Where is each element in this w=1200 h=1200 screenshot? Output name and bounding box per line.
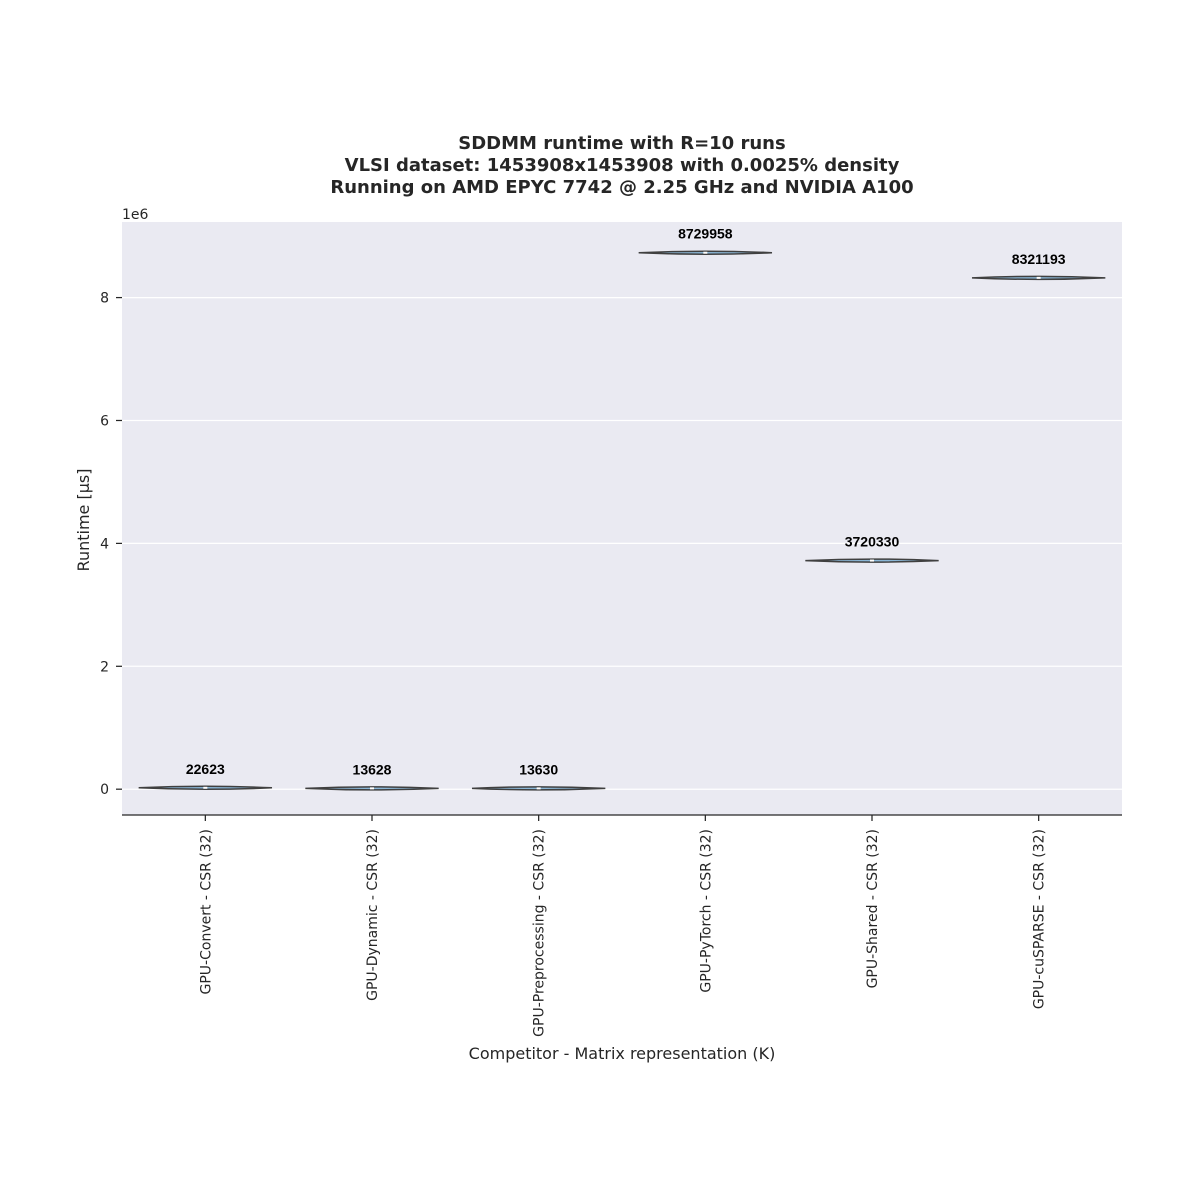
- y-axis-ticks: 0 2 4 6 8: [100, 291, 122, 798]
- y-tick-label: 2: [100, 659, 109, 675]
- violin: [638, 250, 773, 255]
- title-line-3: Running on AMD EPYC 7742 @ 2.25 GHz and …: [330, 177, 913, 198]
- value-label: 8729958: [678, 226, 733, 242]
- plot-area: [122, 222, 1122, 815]
- y-tick-label: 6: [100, 413, 109, 429]
- x-tick-label: GPU-Shared - CSR (32): [865, 829, 881, 988]
- x-tick-label: GPU-Dynamic - CSR (32): [365, 829, 381, 1001]
- violin: [305, 786, 439, 791]
- y-tick-label: 4: [100, 536, 109, 552]
- x-axis-label: Competitor - Matrix representation (K): [469, 1044, 776, 1063]
- value-label: 3720330: [845, 534, 900, 550]
- value-labels: 22623 13628 13630 8729958 3720330 8321193: [186, 226, 1066, 778]
- y-tick-label: 8: [100, 291, 109, 307]
- x-tick-label: GPU-cuSPARSE - CSR (32): [1032, 829, 1048, 1009]
- title-line-2: VLSI dataset: 1453908x1453908 with 0.002…: [345, 155, 900, 176]
- x-tick-label: GPU-Preprocessing - CSR (32): [532, 829, 548, 1037]
- value-label: 22623: [186, 761, 225, 777]
- grid-lines: [122, 296, 1122, 790]
- chart-title: SDDMM runtime with R=10 runs VLSI datase…: [330, 133, 913, 198]
- y-offset-label: 1e6: [122, 207, 149, 223]
- violins: [138, 250, 1106, 791]
- x-tick-label: GPU-Convert - CSR (32): [198, 829, 214, 994]
- title-line-1: SDDMM runtime with R=10 runs: [458, 133, 785, 154]
- value-label: 8321193: [1012, 251, 1066, 267]
- y-axis-label: Runtime [µs]: [74, 469, 93, 572]
- x-axis-ticks: GPU-Convert - CSR (32) GPU-Dynamic - CSR …: [198, 815, 1048, 1037]
- y-tick-label: 0: [100, 782, 109, 798]
- value-label: 13630: [519, 761, 558, 777]
- violin: [471, 786, 606, 791]
- violin: [971, 275, 1106, 281]
- x-tick-label: GPU-PyTorch - CSR (32): [698, 829, 714, 993]
- value-label: 13628: [353, 761, 392, 777]
- violin: [805, 558, 939, 563]
- violin: [138, 785, 273, 791]
